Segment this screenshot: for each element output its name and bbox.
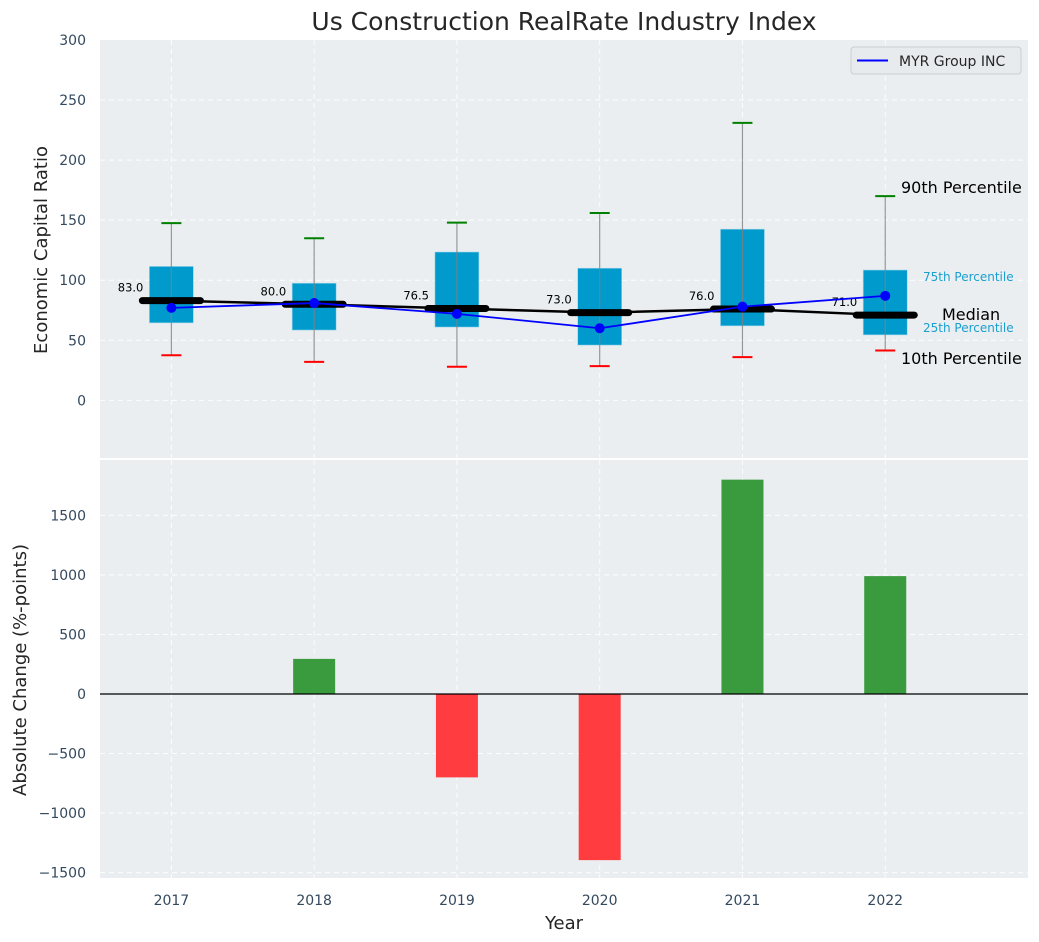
company-line	[171, 294, 886, 330]
bottom-y-tick-labels: −1500 −1000 −500 0 500 1000 1500	[39, 508, 86, 881]
top-y-tick-label: 300	[59, 33, 86, 49]
change-bar	[293, 658, 336, 695]
top-y-tick-label: 100	[59, 273, 86, 289]
bars	[100, 479, 1028, 861]
median-value-label: 76.0	[689, 289, 715, 303]
x-tick-label: 2022	[867, 893, 903, 909]
change-bar	[435, 694, 478, 778]
company-series	[166, 290, 891, 334]
x-tick-label: 2021	[725, 893, 761, 909]
median-value-label: 71.0	[832, 295, 858, 309]
annotation-25th: 25th Percentile	[923, 321, 1014, 335]
box-plot-panel: 0 50 100 150 200 250 300 Economic Capital Rati…	[31, 33, 1028, 458]
top-y-tick-label: 0	[77, 393, 86, 409]
bar-chart-panel: −1500 −1000 −500 0 500 1000 1500 Absolute Chan…	[10, 460, 1028, 934]
x-tick-label: 2019	[439, 893, 475, 909]
change-bar	[721, 479, 764, 695]
x-tick-label: 2020	[582, 893, 618, 909]
top-plot-background	[100, 40, 1028, 458]
company-point	[166, 302, 177, 313]
top-y-tick-label: 200	[59, 153, 86, 169]
bottom-y-tick-label: 500	[59, 627, 86, 643]
bottom-y-tick-label: −500	[48, 747, 86, 763]
company-point	[309, 298, 320, 309]
median-value-label: 83.0	[118, 281, 144, 295]
company-point	[594, 323, 605, 334]
company-point	[880, 290, 891, 301]
median-value-label: 76.5	[403, 288, 429, 302]
median-value-label: 73.0	[546, 293, 572, 307]
annotation-90th: 90th Percentile	[901, 178, 1022, 197]
legend: MYR Group INC	[850, 46, 1022, 75]
top-y-tick-label: 250	[59, 93, 86, 109]
annotation-75th: 75th Percentile	[923, 270, 1014, 284]
bottom-y-tick-label: −1000	[39, 806, 86, 822]
change-bar	[864, 576, 907, 695]
percentile-annotations: 90th Percentile 75th Percentile Median 2…	[901, 178, 1022, 368]
top-y-axis-label: Economic Capital Ratio	[31, 146, 52, 354]
change-bar	[578, 694, 621, 861]
x-tick-label: 2018	[296, 893, 332, 909]
annotation-10th: 10th Percentile	[901, 349, 1022, 368]
bottom-y-axis-label: Absolute Change (%-points)	[10, 544, 31, 796]
top-y-tick-labels: 0 50 100 150 200 250 300	[59, 33, 86, 409]
x-tick-label: 2017	[154, 893, 190, 909]
bottom-y-tick-label: −1500	[39, 866, 86, 882]
bottom-y-tick-label: 0	[77, 687, 86, 703]
company-point	[451, 308, 462, 319]
chart-title: Us Construction RealRate Industry Index	[311, 7, 816, 36]
bottom-y-tick-label: 1000	[50, 568, 86, 584]
top-y-tick-label: 150	[59, 213, 86, 229]
top-y-tick-label: 50	[68, 333, 86, 349]
median-value-label: 80.0	[261, 284, 287, 298]
company-point	[737, 301, 748, 312]
annotation-median: Median	[942, 305, 1000, 324]
x-tick-labels: 2017 2018 2019 2020 2021 2022	[154, 893, 903, 909]
bottom-y-tick-label: 1500	[50, 508, 86, 524]
legend-label: MYR Group INC	[899, 54, 1005, 70]
x-axis-label: Year	[544, 913, 584, 934]
legend-box	[850, 46, 1022, 75]
